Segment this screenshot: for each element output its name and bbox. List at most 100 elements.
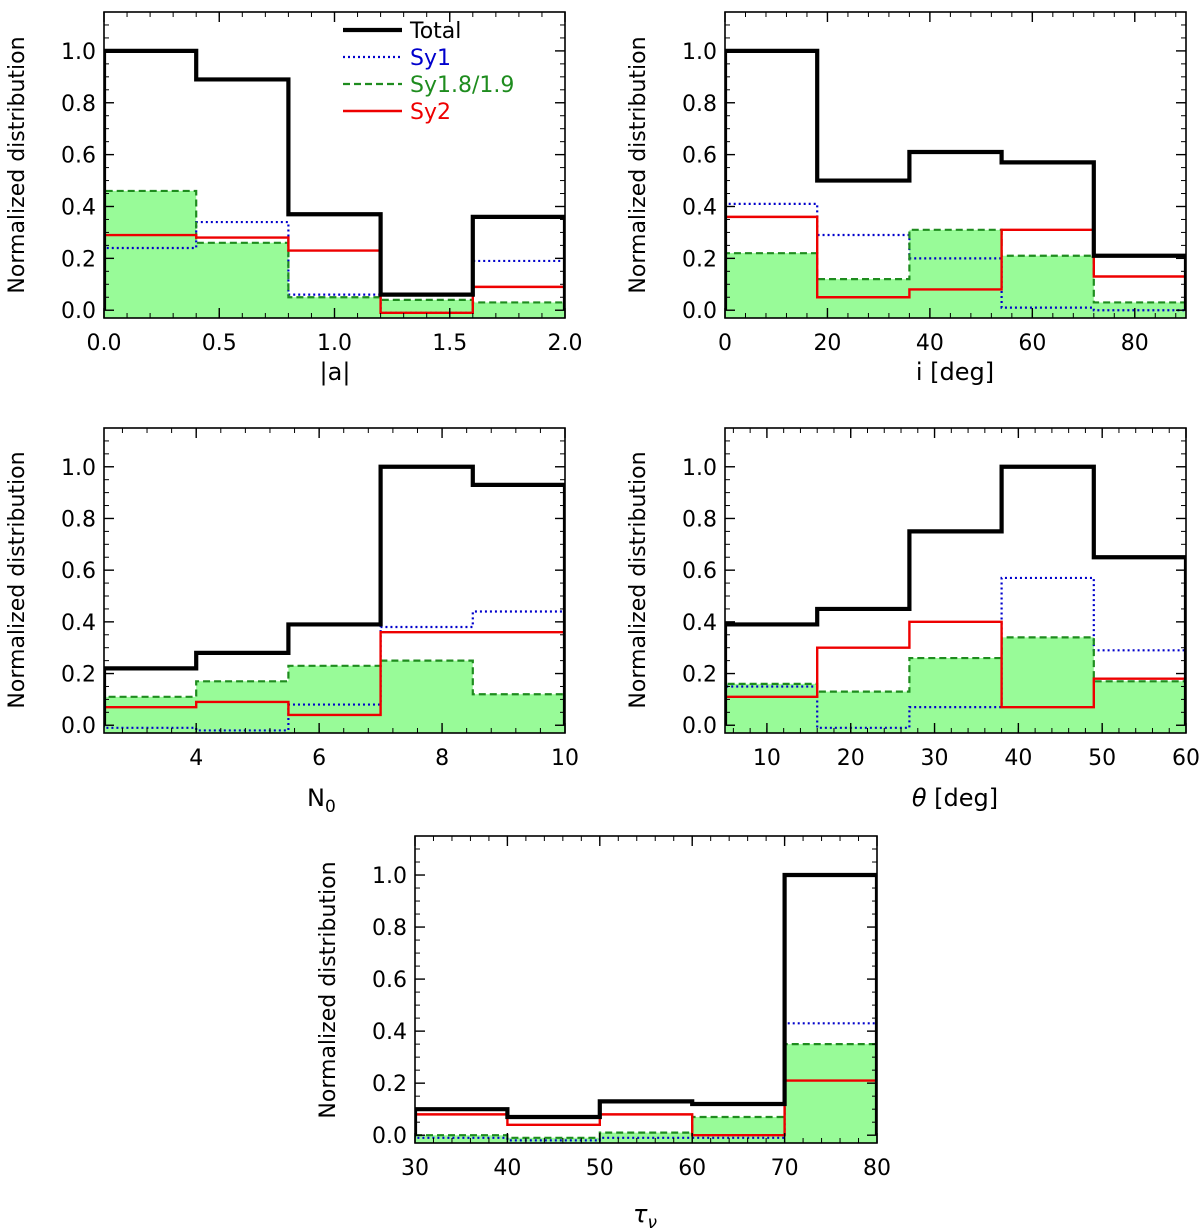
y-tick-label: 1.0 [372,864,407,889]
x-tick-label: 50 [1088,746,1116,771]
x-tick-label: 20 [837,746,865,771]
y-axis-label: Normalized distribution [626,451,651,708]
series-total [725,464,1186,726]
series-sy1 [104,610,565,732]
y-tick-label: 1.0 [682,456,717,481]
y-axis-label: Normalized distribution [5,36,30,293]
x-tick-label: 1.5 [432,331,467,356]
series-sy1-8-1-9 [725,228,1186,311]
x-axis-label: N0 [307,784,336,817]
plot-area [725,48,1186,318]
series-sy1 [725,576,1186,729]
series-sy1-8-1-9 [104,189,565,311]
plot-area [415,872,877,1143]
y-tick-label: 0.8 [61,507,96,532]
y-tick-label: 0.6 [682,144,717,169]
series-sy2 [104,233,565,315]
y-tick-label: 0.2 [61,247,96,272]
series-sy2 [725,215,1186,311]
y-tick-label: 0.6 [61,144,96,169]
x-tick-label: 80 [1121,331,1149,356]
sy18-fill [104,190,565,318]
x-axis-label: |a| [320,358,351,386]
x-tick-label: 6 [312,746,326,771]
x-tick-label: 50 [586,1156,614,1181]
x-axis-label: τν [633,1200,657,1232]
y-axis-label: Normalized distribution [626,36,651,293]
legend-label-sy1-8-1-9: Sy1.8/1.9 [410,73,514,98]
x-tick-label: 0 [718,331,732,356]
y-tick-label: 0.8 [61,92,96,117]
y-tick-label: 0.0 [372,1124,407,1149]
x-tick-label: 60 [1018,331,1046,356]
series-sy1-8-1-9 [725,636,1186,726]
axes-frame [724,427,1187,734]
y-tick-label: 0.2 [372,1072,407,1097]
series-total [415,872,877,1136]
series-total [725,48,1186,311]
legend-label-sy1: Sy1 [410,46,451,71]
series-sy1-8-1-9 [104,659,565,726]
plot-area [725,464,1186,733]
y-tick-label: 0.6 [682,559,717,584]
x-tick-label: 4 [189,746,203,771]
axes-frame [414,835,878,1144]
y-tick-label: 0.4 [372,1020,407,1045]
series-total [104,464,565,726]
x-tick-label: 70 [771,1156,799,1181]
sy18-fill [725,229,1186,318]
y-tick-label: 0.2 [682,663,717,688]
y-tick-label: 1.0 [682,40,717,65]
panel-i: 0 20 40 60 80 0.0 0.2 0.4 0.6 0.8 1.0 Normalized di… [626,11,1187,386]
y-tick-label: 0.8 [682,92,717,117]
y-tick-label: 0.4 [682,195,717,220]
x-tick-label: 1.0 [317,331,352,356]
y-tick-label: 0.2 [682,247,717,272]
y-tick-label: 0.8 [372,916,407,941]
plot-area [104,464,565,733]
x-tick-label: 20 [813,331,841,356]
series-sy2 [725,620,1186,726]
y-tick-label: 0.0 [682,299,717,324]
y-tick-label: 0.0 [61,714,96,739]
sy18-fill [415,1044,877,1143]
y-tick-label: 0.6 [61,559,96,584]
x-tick-label: 60 [1172,746,1200,771]
y-tick-label: 1.0 [61,40,96,65]
y-tick-label: 0.2 [61,663,96,688]
panel-theta: 10 20 30 40 50 60 0.0 0.2 0.4 0.6 0.8 1.0 Normalized… [626,427,1200,812]
x-tick-label: 10 [551,746,579,771]
x-tick-label: 60 [678,1156,706,1181]
legend-label-total: Total [409,19,461,44]
y-axis-label: Normalized distribution [5,451,30,708]
y-tick-label: 0.8 [682,507,717,532]
panel-N0: 4 6 8 10 0.0 0.2 0.4 0.6 0.8 1.0 Normalized distri… [5,427,579,817]
x-tick-label: 10 [753,746,781,771]
axes-frame [724,11,1187,319]
x-tick-label: 0.5 [202,331,237,356]
y-tick-label: 0.0 [61,299,96,324]
y-tick-label: 1.0 [61,456,96,481]
panel-a: 0.0 0.5 1.0 1.5 2.0 0.0 0.2 0.4 0.6 0.8 1.0 Normali… [5,11,583,386]
sy18-fill [104,660,565,733]
x-tick-label: 30 [921,746,949,771]
x-tick-label: 40 [1004,746,1032,771]
series-sy1 [104,220,565,314]
x-tick-label: 40 [916,331,944,356]
x-tick-label: 2.0 [548,331,583,356]
y-tick-label: 0.4 [682,611,717,636]
x-axis-label: θ [deg] [912,784,998,812]
y-tick-label: 0.4 [61,611,96,636]
y-tick-label: 0.4 [61,195,96,220]
panel-tau: 30 40 50 60 70 80 0.0 0.2 0.4 0.6 0.8 1.0 Normalized… [316,835,891,1232]
x-tick-label: 80 [863,1156,891,1181]
y-tick-label: 0.6 [372,968,407,993]
x-tick-label: 30 [401,1156,429,1181]
series-sy2 [415,1079,877,1137]
y-axis-label: Normalized distribution [316,861,341,1118]
x-axis-label: i [deg] [916,358,994,386]
y-tick-label: 0.0 [682,714,717,739]
sy18-fill [725,637,1186,733]
